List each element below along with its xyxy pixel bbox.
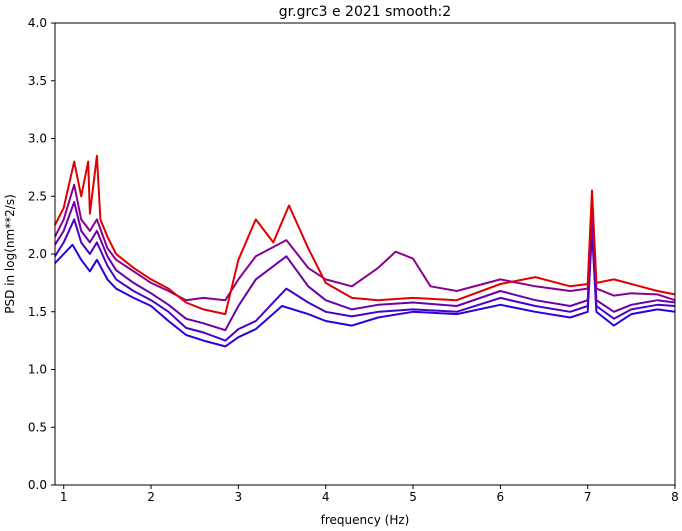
plot-lines xyxy=(54,154,676,348)
y-axis-ticks: 0.0 0.5 1.0 1.5 2.0 2.5 3.0 3.5 4.0 xyxy=(28,16,55,492)
y-tick-label: 0.0 xyxy=(28,478,47,492)
y-tick-label: 0.5 xyxy=(28,420,47,434)
y-tick-label: 1.5 xyxy=(28,305,47,319)
series-line-5 xyxy=(54,154,676,316)
plot-frame xyxy=(54,22,676,486)
y-tick-label: 1.0 xyxy=(28,363,47,377)
x-tick-label: 1 xyxy=(60,490,68,504)
y-tick-label: 3.5 xyxy=(28,74,47,88)
x-tick-label: 8 xyxy=(671,490,679,504)
x-tick-label: 4 xyxy=(322,490,330,504)
x-axis-label: frequency (Hz) xyxy=(321,513,410,527)
series-line-4 xyxy=(54,183,676,302)
y-tick-label: 3.0 xyxy=(28,132,47,146)
x-axis-ticks: 1 2 3 4 5 6 7 8 xyxy=(60,485,679,504)
y-tick-label: 2.0 xyxy=(28,247,47,261)
x-tick-label: 5 xyxy=(409,490,417,504)
x-tick-label: 7 xyxy=(584,490,592,504)
x-tick-label: 6 xyxy=(497,490,505,504)
x-tick-label: 3 xyxy=(235,490,243,504)
series-line-3 xyxy=(54,201,676,332)
y-tick-label: 4.0 xyxy=(28,16,47,30)
y-axis-label: PSD in log(nm**2/s) xyxy=(3,194,17,314)
y-tick-label: 2.5 xyxy=(28,189,47,203)
x-tick-label: 2 xyxy=(147,490,155,504)
chart-title: gr.grc3 e 2021 smooth:2 xyxy=(279,4,451,20)
